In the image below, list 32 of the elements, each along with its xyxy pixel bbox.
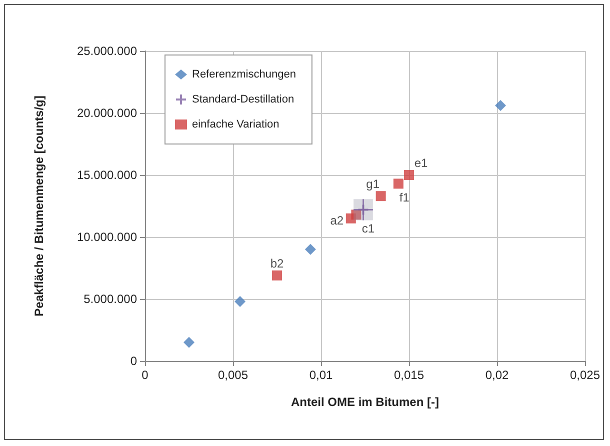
point <box>495 100 506 112</box>
data-label: e1 <box>414 156 428 170</box>
x-tick-label: 0,02 <box>485 368 509 382</box>
y-tick-label: 5.000.000 <box>84 292 138 306</box>
point <box>184 336 194 348</box>
x-tick-label: 0,005 <box>218 368 248 382</box>
legend-label: Standard-Destillation <box>192 94 294 106</box>
y-tick-label: 20.000.000 <box>76 106 138 120</box>
legend-label: einfache Variation <box>192 118 280 130</box>
data-label: a2 <box>330 213 344 228</box>
point <box>272 270 282 280</box>
y-tick-label: 10.000.000 <box>76 230 138 244</box>
y-tick-label: 0 <box>130 354 138 368</box>
point <box>351 210 362 220</box>
data-label: f1 <box>399 190 410 205</box>
x-tick-label: 0,015 <box>394 368 424 382</box>
data-label: c1 <box>362 222 375 236</box>
x-axis-title: Anteil OME im Bitumen [-] <box>290 395 439 409</box>
y-axis-title: Peakfläche / Bitumenmenge [counts/g] <box>32 96 46 316</box>
point <box>304 244 316 255</box>
legend-label: Referenzmischungen <box>192 68 296 80</box>
point <box>376 191 386 202</box>
point <box>234 296 246 307</box>
x-tick-label: 0,025 <box>570 368 600 382</box>
data-label: g1 <box>366 177 380 192</box>
data-label: b2 <box>270 256 284 270</box>
y-tick-label: 25.000.000 <box>76 44 138 58</box>
x-tick-label: 0 <box>142 368 149 382</box>
x-tick-label: 0,01 <box>309 368 333 382</box>
point <box>393 178 404 189</box>
y-tick-label: 15.000.000 <box>76 168 138 182</box>
point <box>404 170 414 180</box>
